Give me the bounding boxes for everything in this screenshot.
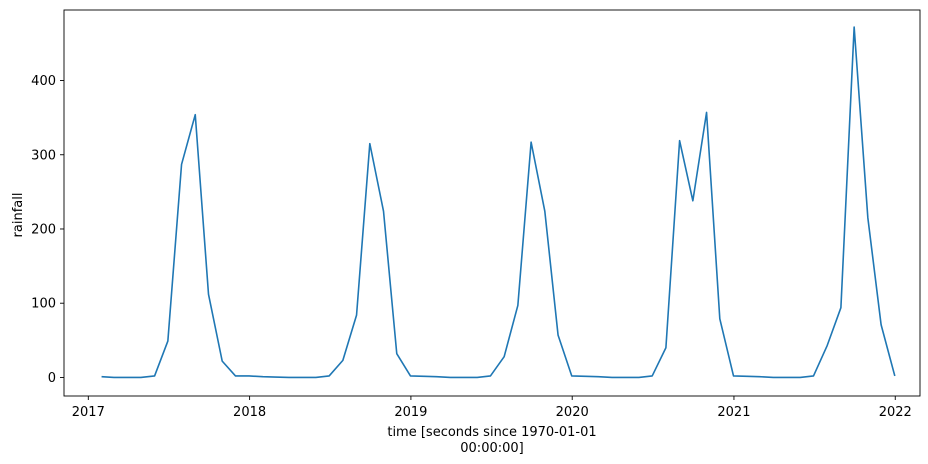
x-tick-label: 2021 [717, 405, 750, 420]
y-tick-label: 0 [48, 371, 56, 386]
plot-frame [63, 9, 921, 397]
y-tick-label: 300 [31, 148, 56, 163]
y-tick-label: 200 [31, 222, 56, 237]
y-tick-label: 400 [31, 74, 56, 89]
y-axis-label: rainfall [11, 193, 26, 238]
x-axis-label-line-2: 00:00:00] [460, 441, 523, 456]
x-axis: 2017 2018 2019 2020 2021 2022 [72, 396, 912, 420]
x-tick-label: 2020 [556, 405, 589, 420]
y-axis: 0 100 200 300 400 [31, 74, 64, 386]
series-line-0 [101, 26, 896, 379]
y-tick-label: 100 [31, 297, 56, 312]
x-tick-label: 2018 [233, 405, 266, 420]
x-tick-label: 2022 [879, 405, 912, 420]
x-axis-label-line-1: time [seconds since 1970-01-01 [387, 425, 596, 440]
x-tick-label: 2019 [394, 405, 427, 420]
x-tick-label: 2017 [72, 405, 105, 420]
plot-area [63, 9, 921, 397]
